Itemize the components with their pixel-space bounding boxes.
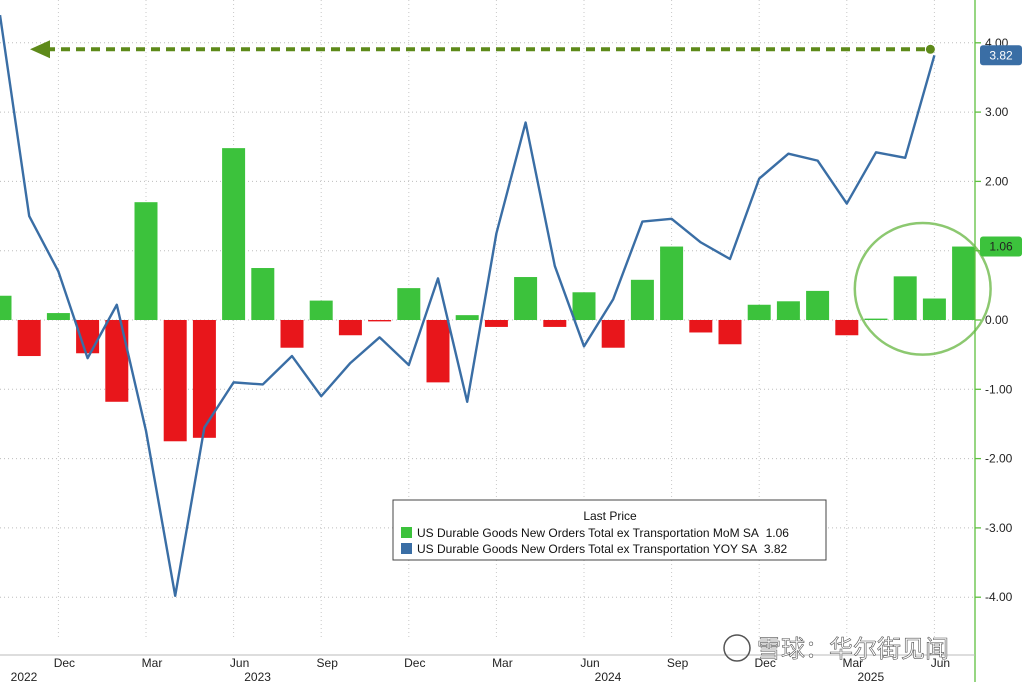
bar-mom-5 [134,202,158,320]
callout-yoy-value: 3.82 [989,48,1013,62]
yoy-line [0,14,936,598]
bar-mom-8 [222,148,246,320]
bar-mom-23 [660,246,684,320]
bar-mom-12 [338,320,362,336]
bar-mom-14 [397,288,421,320]
callout-yoy [980,45,1022,66]
bar-mom-20 [572,292,596,320]
bar-mom-13 [368,320,392,322]
legend-box [392,499,827,561]
reference-arrow-head [30,40,50,59]
callout-mom-value: 1.06 [989,240,1013,254]
bar-mom-26 [747,304,771,320]
y-tick-label-7: -3.00 [985,521,1013,535]
bar-mom-0 [0,295,12,320]
reference-arrow-dot [925,44,935,54]
bar-mom-18 [514,277,538,320]
bar-mom-19 [543,320,567,327]
bar-mom-17 [484,320,508,327]
x-tick-label-7: Sep [667,656,689,670]
bar-mom-4 [105,320,129,402]
mom-bars [0,148,976,442]
bar-mom-32 [922,298,946,320]
y-axis: 4.003.002.001.000.00-1.00-2.00-3.00-4.00… [974,0,1022,682]
bar-mom-29 [835,320,859,336]
legend-series-name-mom: US Durable Goods New Orders Total ex Tra… [417,526,759,540]
x-tick-label-0: Dec [54,656,75,670]
x-tick-label-4: Dec [404,656,425,670]
watermark: 雪球：华尔街见闻 [723,634,949,663]
bar-mom-11 [309,300,333,320]
bar-mom-22 [630,279,654,320]
bar-mom-2 [46,313,70,320]
y-tick-label-5: -1.00 [985,382,1013,396]
watermark-logo-icon [723,634,751,662]
bar-mom-25 [718,320,742,345]
watermark-text: 雪球：华尔街见闻 [757,635,949,663]
x-tick-label-2: Jun [230,656,249,670]
legend-last-mom: 1.06 [766,526,790,540]
legend-swatch-mom [401,527,412,538]
bar-mom-15 [426,320,450,383]
x-tick-label-9: Mar [842,656,863,670]
line-yoy [0,14,936,598]
bar-mom-33 [952,246,976,320]
x-tick-label-8: Dec [755,656,776,670]
legend-series-name-yoy: US Durable Goods New Orders Total ex Tra… [417,542,757,556]
bar-mom-21 [601,320,625,348]
x-axis: Dec Mar Jun Sep Dec Mar Jun Sep Dec Mar Jun 2022 202… [0,654,975,682]
x-year-label-0: 2022 [11,670,38,682]
legend-last-yoy: 3.82 [764,542,788,556]
x-year-label-3: 2025 [857,670,884,682]
highlight-ellipse [853,221,992,356]
x-tick-label-5: Mar [492,656,513,670]
bar-mom-30 [864,318,888,320]
bar-mom-16 [455,315,479,320]
annotations [30,40,992,356]
bar-mom-7 [192,320,216,438]
x-tick-label-10: Jun [931,656,950,670]
x-year-label-1: 2023 [244,670,271,682]
x-tick-label-1: Mar [142,656,163,670]
bar-mom-6 [163,320,187,442]
bar-mom-3 [76,320,100,354]
legend-swatch-yoy [401,543,412,554]
x-tick-label-3: Sep [317,656,339,670]
bar-mom-28 [806,290,830,320]
x-tick-label-6: Jun [580,656,599,670]
legend-label-mom: US Durable Goods New Orders Total ex Tra… [417,526,789,540]
y-tick-label-2: 2.00 [985,174,1009,188]
legend-label-yoy: US Durable Goods New Orders Total ex Tra… [417,542,788,556]
legend: Last Price US Durable Goods New Orders T… [392,499,827,561]
x-year-label-2: 2024 [595,670,622,682]
legend-title: Last Price [583,509,637,523]
y-tick-label-8: -4.00 [985,590,1013,604]
y-tick-label-1: 3.00 [985,105,1009,119]
bar-mom-27 [776,301,800,320]
bar-mom-9 [251,268,275,320]
y-tick-label-6: -2.00 [985,452,1013,466]
bar-mom-10 [280,320,304,348]
callout-mom [980,236,1022,257]
y-tick-label-4: 0.00 [985,313,1009,327]
bar-mom-24 [689,320,713,333]
bar-mom-31 [893,276,917,320]
bar-mom-1 [17,320,41,357]
